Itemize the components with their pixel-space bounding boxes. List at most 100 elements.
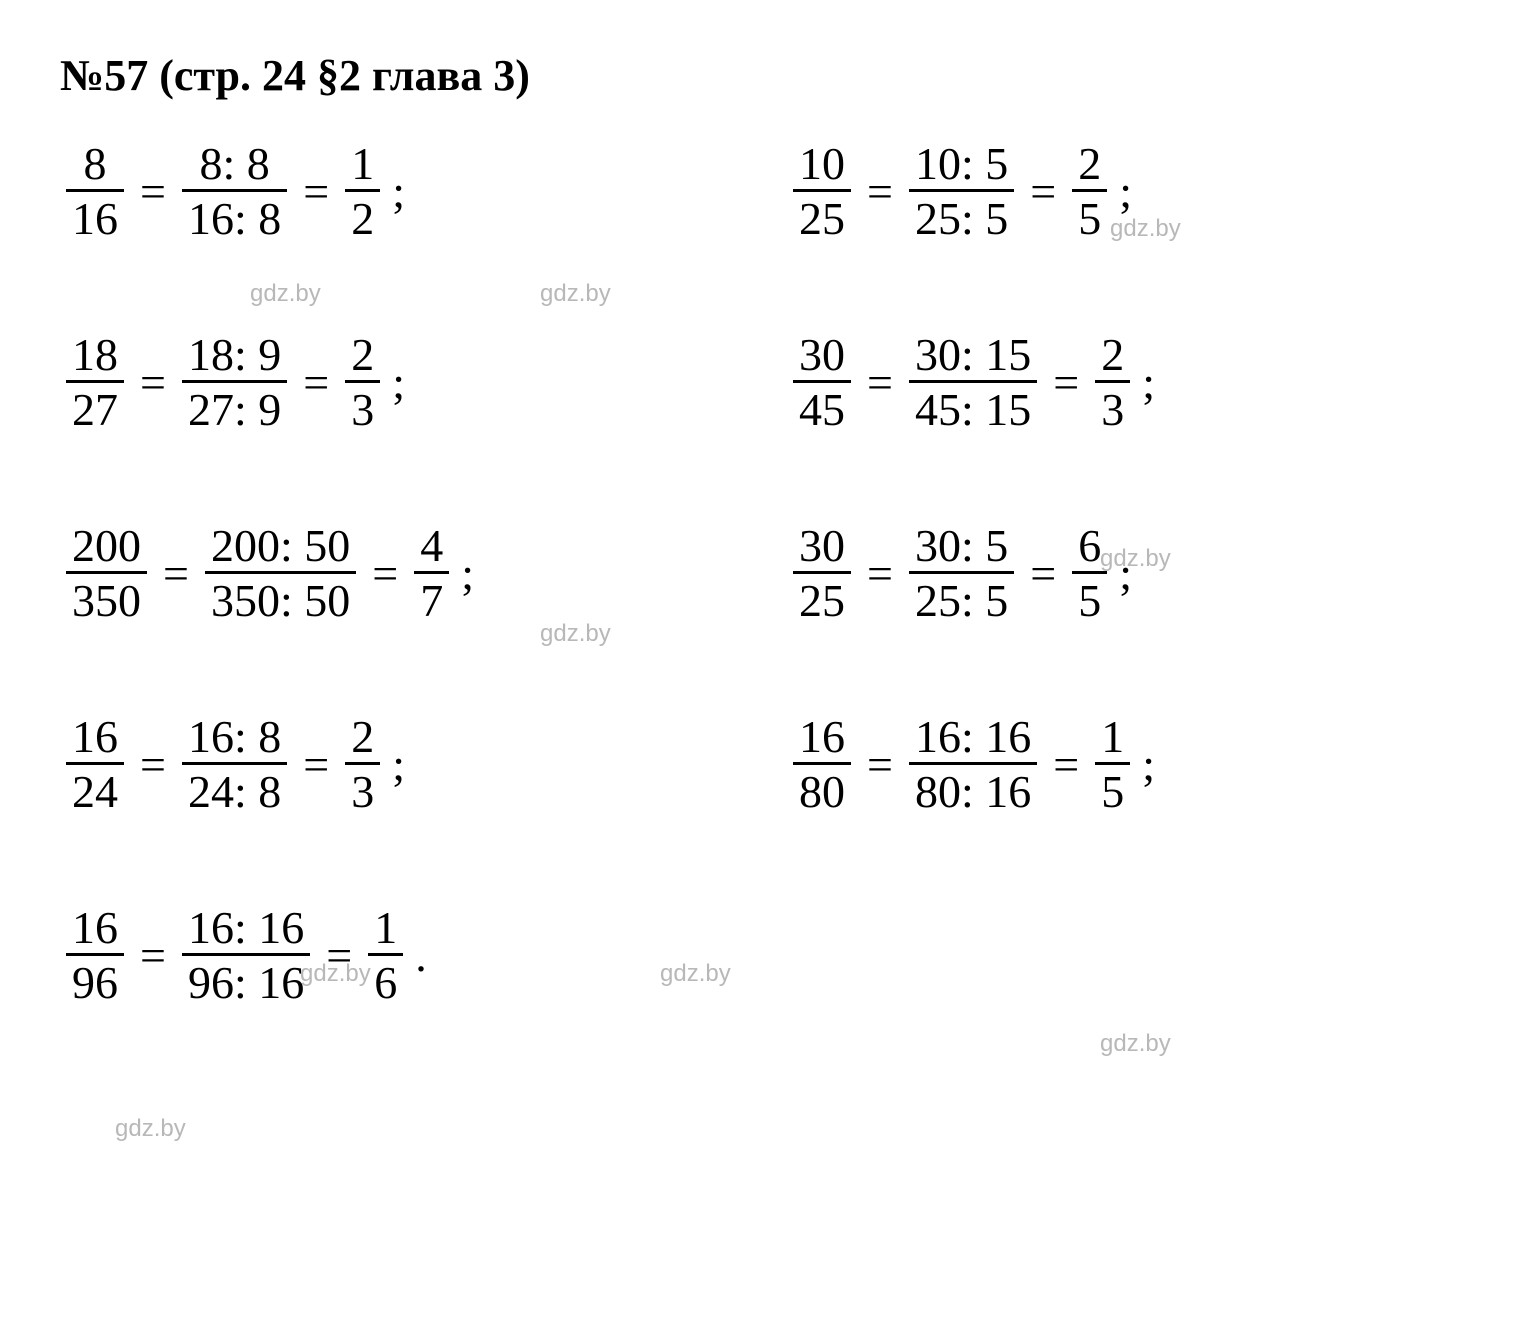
denominator: 6 xyxy=(368,953,403,1006)
denominator: 5 xyxy=(1095,762,1130,815)
equals-sign: = xyxy=(130,929,176,982)
numerator: 10 xyxy=(793,141,851,189)
denominator: 350 xyxy=(66,571,147,624)
numerator: 16: 8 xyxy=(182,714,287,762)
fraction: 16 80 xyxy=(793,714,851,815)
numerator: 2 xyxy=(345,332,380,380)
numerator: 200: 50 xyxy=(205,523,356,571)
fraction: 6 5 xyxy=(1072,523,1107,624)
numerator: 18 xyxy=(66,332,124,380)
denominator: 80 xyxy=(793,762,851,815)
punctuation: ; xyxy=(386,356,405,409)
fraction: 18 27 xyxy=(66,332,124,433)
numerator: 2 xyxy=(1095,332,1130,380)
equation-row: 16 96 = 16: 16 96: 16 = 1 6 . xyxy=(60,905,727,1006)
numerator: 1 xyxy=(368,905,403,953)
denominator: 45 xyxy=(793,380,851,433)
numerator: 16: 16 xyxy=(909,714,1037,762)
numerator: 16 xyxy=(793,714,851,762)
fraction: 30 25 xyxy=(793,523,851,624)
equals-sign: = xyxy=(130,165,176,218)
denominator: 24 xyxy=(66,762,124,815)
denominator: 45: 15 xyxy=(909,380,1037,433)
fraction: 18: 9 27: 9 xyxy=(182,332,287,433)
denominator: 24: 8 xyxy=(182,762,287,815)
fraction: 2 3 xyxy=(345,714,380,815)
numerator: 30 xyxy=(793,332,851,380)
numerator: 18: 9 xyxy=(182,332,287,380)
watermark: gdz.by xyxy=(115,1115,186,1143)
denominator: 27: 9 xyxy=(182,380,287,433)
denominator: 25 xyxy=(793,189,851,242)
equals-sign: = xyxy=(153,547,199,600)
fraction: 2 5 xyxy=(1072,141,1107,242)
equals-sign: = xyxy=(1043,738,1089,791)
page: №57 (стр. 24 §2 глава 3) 8 16 = 8: 8 16:… xyxy=(0,0,1514,1322)
fraction: 16: 16 96: 16 xyxy=(182,905,310,1006)
denominator: 3 xyxy=(1095,380,1130,433)
equation-grid: 8 16 = 8: 8 16: 8 = 1 2 ; 18 2 xyxy=(60,141,1454,1006)
fraction: 2 3 xyxy=(1095,332,1130,433)
denominator: 80: 16 xyxy=(909,762,1037,815)
punctuation: ; xyxy=(1136,356,1155,409)
fraction: 4 7 xyxy=(414,523,449,624)
numerator: 2 xyxy=(345,714,380,762)
fraction: 30: 15 45: 15 xyxy=(909,332,1037,433)
equation-row: 30 25 = 30: 5 25: 5 = 6 5 ; xyxy=(787,523,1454,624)
right-column: 10 25 = 10: 5 25: 5 = 2 5 ; 30 xyxy=(787,141,1454,1006)
fraction: 200 350 xyxy=(66,523,147,624)
denominator: 350: 50 xyxy=(205,571,356,624)
fraction: 1 6 xyxy=(368,905,403,1006)
denominator: 7 xyxy=(414,571,449,624)
equals-sign: = xyxy=(293,165,339,218)
denominator: 16: 8 xyxy=(182,189,287,242)
equals-sign: = xyxy=(1043,356,1089,409)
left-column: 8 16 = 8: 8 16: 8 = 1 2 ; 18 2 xyxy=(60,141,727,1006)
denominator: 25: 5 xyxy=(909,189,1014,242)
equals-sign: = xyxy=(362,547,408,600)
equals-sign: = xyxy=(857,165,903,218)
numerator: 2 xyxy=(1072,141,1107,189)
equals-sign: = xyxy=(130,738,176,791)
numerator: 16 xyxy=(66,714,124,762)
equation-row: 8 16 = 8: 8 16: 8 = 1 2 ; xyxy=(60,141,727,242)
equals-sign: = xyxy=(1020,547,1066,600)
fraction: 2 3 xyxy=(345,332,380,433)
equation-row: 200 350 = 200: 50 350: 50 = 4 7 ; xyxy=(60,523,727,624)
denominator: 25 xyxy=(793,571,851,624)
denominator: 5 xyxy=(1072,189,1107,242)
equation-row: 16 80 = 16: 16 80: 16 = 1 5 ; xyxy=(787,714,1454,815)
denominator: 16 xyxy=(66,189,124,242)
punctuation: ; xyxy=(1113,547,1132,600)
numerator: 30: 5 xyxy=(909,523,1014,571)
equals-sign: = xyxy=(130,356,176,409)
equation-row: 16 24 = 16: 8 24: 8 = 2 3 ; xyxy=(60,714,727,815)
fraction: 16: 8 24: 8 xyxy=(182,714,287,815)
equals-sign: = xyxy=(293,738,339,791)
numerator: 200 xyxy=(66,523,147,571)
punctuation: ; xyxy=(386,165,405,218)
fraction: 16: 16 80: 16 xyxy=(909,714,1037,815)
fraction: 10: 5 25: 5 xyxy=(909,141,1014,242)
denominator: 96: 16 xyxy=(182,953,310,1006)
fraction: 8: 8 16: 8 xyxy=(182,141,287,242)
punctuation: . xyxy=(409,929,427,982)
fraction: 8 16 xyxy=(66,141,124,242)
numerator: 10: 5 xyxy=(909,141,1014,189)
denominator: 27 xyxy=(66,380,124,433)
numerator: 30 xyxy=(793,523,851,571)
fraction: 1 2 xyxy=(345,141,380,242)
watermark: gdz.by xyxy=(1100,1030,1171,1058)
punctuation: ; xyxy=(455,547,474,600)
denominator: 96 xyxy=(66,953,124,1006)
fraction: 16 24 xyxy=(66,714,124,815)
fraction: 10 25 xyxy=(793,141,851,242)
numerator: 8: 8 xyxy=(193,141,275,189)
equals-sign: = xyxy=(316,929,362,982)
equals-sign: = xyxy=(857,356,903,409)
page-title: №57 (стр. 24 §2 глава 3) xyxy=(60,50,1454,101)
equals-sign: = xyxy=(857,547,903,600)
fraction: 30: 5 25: 5 xyxy=(909,523,1014,624)
equals-sign: = xyxy=(293,356,339,409)
denominator: 2 xyxy=(345,189,380,242)
